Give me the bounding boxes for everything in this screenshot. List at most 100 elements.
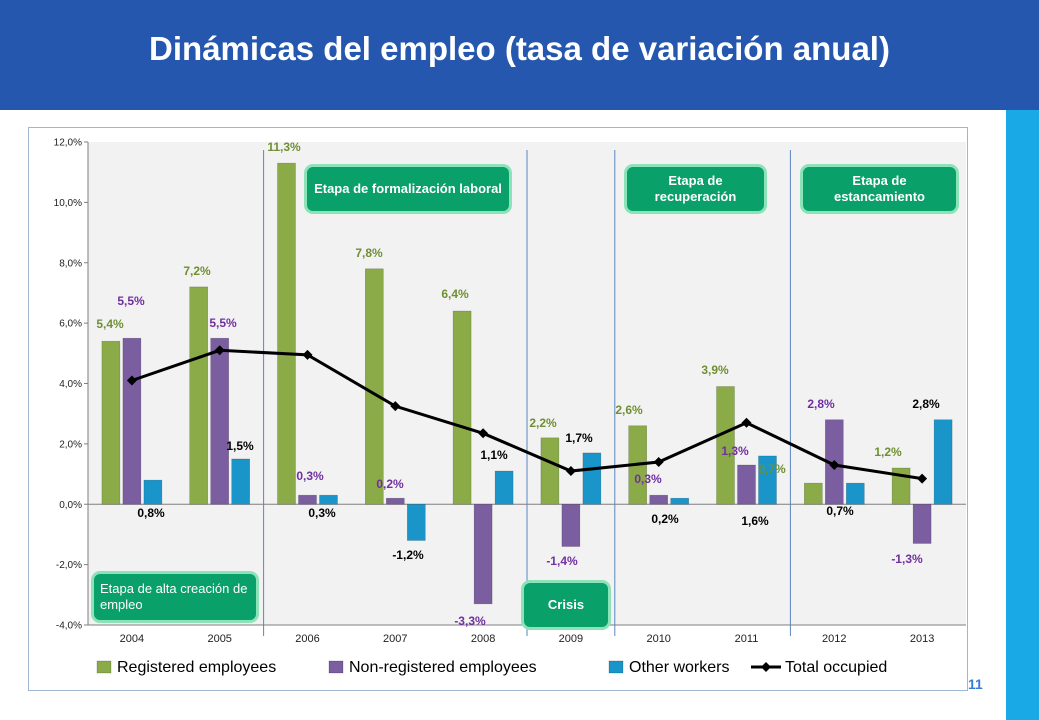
slide-header: Dinámicas del empleo (tasa de variación …	[0, 0, 1039, 110]
total-occupied-marker	[565, 466, 576, 477]
non-registered-data-label: 5,5%	[117, 294, 145, 308]
x-tick-label: 2005	[207, 633, 231, 645]
total-occupied-marker	[653, 456, 664, 467]
non-registered-data-label: 0,3%	[296, 469, 324, 483]
registered-data-label: 0,7%	[758, 462, 786, 476]
y-tick-label: -4,0%	[56, 621, 82, 632]
other-workers-data-label: 0,3%	[308, 506, 336, 520]
other-workers-data-label: 2,8%	[912, 397, 940, 411]
registered-data-label: 11,3%	[267, 140, 301, 154]
x-tick-label: 2006	[295, 633, 319, 645]
x-tick-label: 2007	[383, 633, 407, 645]
other-workers-data-label: 1,1%	[480, 448, 508, 462]
non-registered-bar	[122, 337, 142, 505]
x-tick-label: 2012	[822, 633, 846, 645]
registered-bar	[277, 162, 296, 505]
total-occupied-line	[131, 348, 923, 481]
registered-data-label: 2,2%	[529, 416, 557, 430]
total-occupied-marker	[214, 345, 225, 356]
total-occupied-marker	[478, 428, 489, 439]
legend-other-workers-label: Other workers	[629, 659, 729, 676]
total-occupied-marker	[741, 417, 752, 428]
total-occupied-marker	[917, 473, 928, 484]
other-workers-bar	[582, 452, 602, 505]
total-occupied-marker	[126, 375, 137, 386]
x-tick-label: 2008	[471, 633, 495, 645]
non-registered-bar	[737, 464, 756, 505]
other-workers-bar	[670, 497, 690, 505]
other-workers-bar	[319, 494, 338, 505]
other-workers-data-label: 1,7%	[565, 431, 593, 445]
x-tick-label: 2009	[559, 633, 583, 645]
non-registered-data-label: -1,4%	[546, 554, 578, 568]
registered-data-label: 5,4%	[96, 317, 124, 331]
y-tick-label: 12,0%	[54, 138, 82, 149]
legend-registered-label: Registered employees	[117, 659, 276, 676]
stage-label-crisis: Crisis	[521, 580, 611, 630]
legend-other-workers-swatch	[608, 660, 624, 674]
other-workers-bar	[494, 470, 514, 505]
y-tick-label: 6,0%	[59, 319, 82, 330]
non-registered-bar	[210, 337, 229, 505]
other-workers-bar	[231, 458, 250, 505]
stage-label-recuperacion: Etapa de recuperación	[624, 164, 767, 214]
legend-registered-swatch	[96, 660, 112, 674]
non-registered-bar	[298, 494, 317, 505]
registered-bar	[364, 268, 384, 505]
non-registered-bar	[912, 503, 932, 544]
other-workers-data-label: -1,2%	[392, 548, 424, 562]
other-workers-data-label: 1,6%	[741, 514, 769, 528]
total-occupied-marker	[302, 349, 313, 360]
other-workers-data-label: 0,8%	[137, 506, 165, 520]
non-registered-bar	[385, 497, 405, 505]
non-registered-data-label: -1,3%	[891, 552, 923, 566]
other-workers-bar	[933, 419, 953, 505]
legend-non-registered-label: Non-registered employees	[349, 659, 537, 676]
non-registered-bar	[561, 503, 581, 547]
legend-non-registered-swatch	[328, 660, 344, 674]
y-tick-label: 0,0%	[59, 500, 82, 511]
non-registered-data-label: 2,8%	[807, 397, 835, 411]
page-number: 11	[968, 676, 983, 692]
decorative-side-band	[1006, 110, 1039, 720]
stage-label-alta-creacion: Etapa de alta creación de empleo	[91, 571, 259, 623]
registered-bar	[101, 340, 121, 505]
non-registered-data-label: 1,3%	[721, 444, 749, 458]
y-tick-label: -2,0%	[56, 560, 82, 571]
non-registered-data-label: 0,3%	[634, 472, 662, 486]
legend-total-occupied-label: Total occupied	[785, 659, 887, 676]
registered-data-label: 6,4%	[441, 287, 469, 301]
registered-bar	[540, 437, 560, 505]
other-workers-bar	[758, 455, 777, 505]
registered-data-label: 1,2%	[874, 445, 902, 459]
registered-data-label: 7,8%	[355, 246, 383, 260]
chart-frame: -4,0% -2,0% 0,0% 2,0% 4,0% 6,0% 8,0% 10,0% 12,0%…	[28, 127, 968, 691]
total-occupied-marker	[390, 401, 401, 412]
registered-bar	[716, 386, 735, 505]
other-workers-bar	[143, 479, 163, 505]
y-tick-label: 2,0%	[59, 439, 82, 450]
employment-chart: -4,0% -2,0% 0,0% 2,0% 4,0% 6,0% 8,0% 10,0% 12,0%…	[54, 138, 966, 676]
x-tick-label: 2011	[735, 633, 759, 645]
registered-bar	[189, 286, 208, 505]
registered-data-label: 7,2%	[183, 264, 211, 278]
other-workers-data-label: 0,2%	[651, 512, 679, 526]
other-workers-data-label: 1,5%	[226, 439, 254, 453]
y-tick-label: 4,0%	[59, 379, 82, 390]
other-workers-bar	[845, 482, 865, 505]
registered-bar	[452, 310, 472, 505]
registered-data-label: 3,9%	[701, 363, 729, 377]
stage-label-estancamiento: Etapa de estancamiento	[800, 164, 959, 214]
non-registered-bar	[649, 494, 669, 505]
slide-title: Dinámicas del empleo (tasa de variación …	[149, 30, 890, 67]
stage-label-formalizacion: Etapa de formalización laboral	[304, 164, 512, 214]
legend-total-occupied-marker	[761, 662, 771, 672]
non-registered-data-label: 5,5%	[209, 316, 237, 330]
other-workers-bar	[406, 503, 426, 541]
non-registered-data-label: 0,2%	[376, 477, 404, 491]
total-occupied-marker	[829, 460, 840, 471]
other-workers-data-label: 0,7%	[826, 504, 854, 518]
y-tick-label: 10,0%	[54, 198, 82, 209]
x-tick-label: 2010	[646, 633, 670, 645]
y-tick-label: 8,0%	[59, 258, 82, 269]
